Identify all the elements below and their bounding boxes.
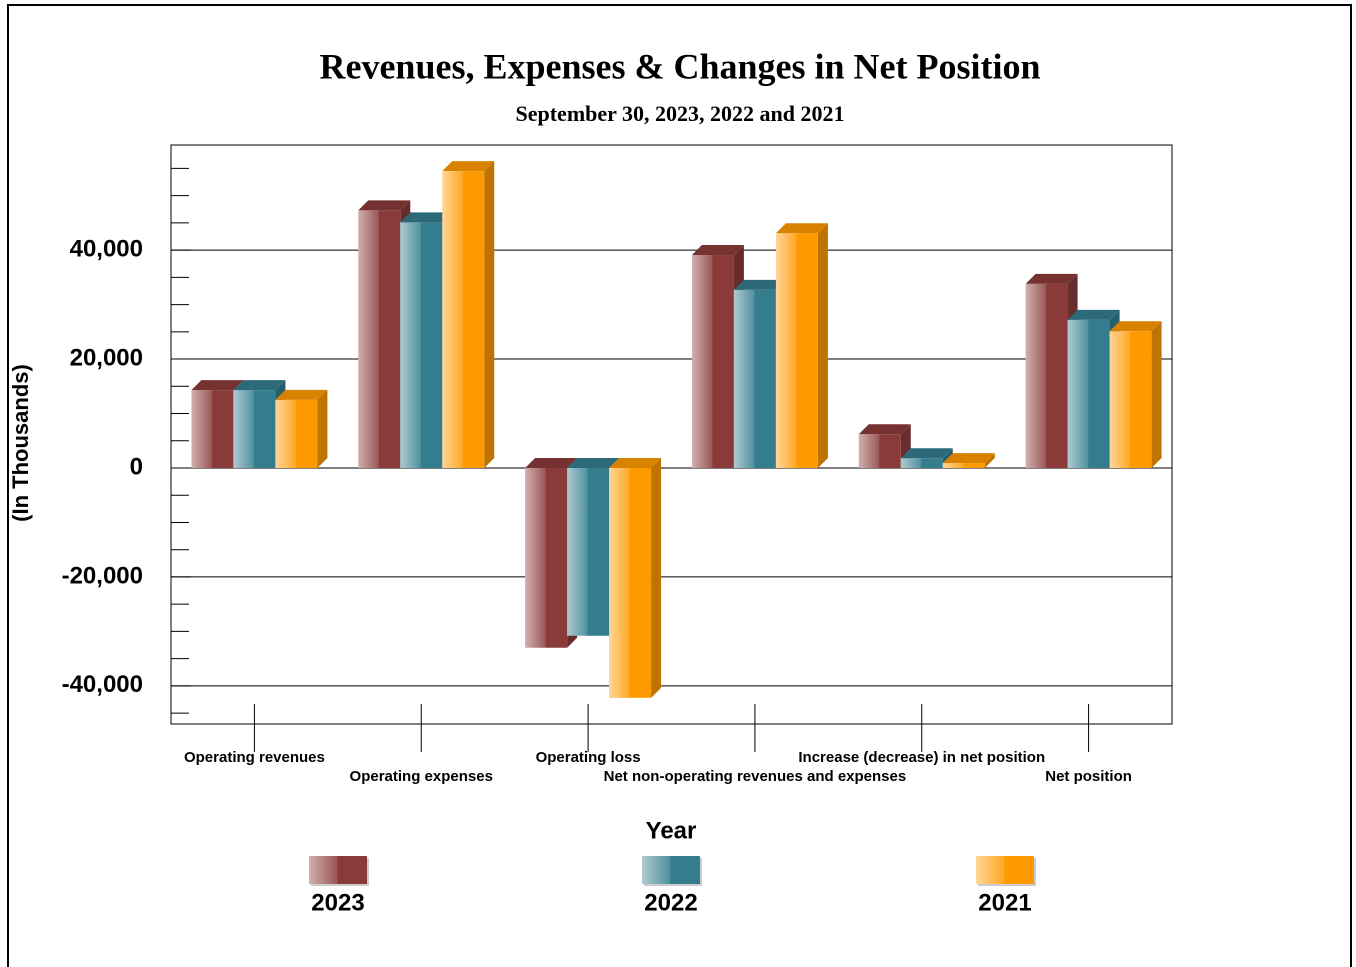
bar-front (358, 210, 401, 468)
bar-top (567, 457, 620, 468)
y-tick-label: 40,000 (70, 235, 143, 262)
bar-top (233, 380, 286, 391)
bar-top (442, 161, 495, 172)
legend-swatch (309, 856, 367, 884)
bar-side (984, 453, 995, 468)
bar-front (525, 467, 568, 648)
bar-front (567, 467, 610, 636)
x-tick-label: Operating expenses (350, 768, 493, 785)
bar-side (484, 161, 495, 468)
bar-top (900, 448, 953, 459)
bar-top (733, 279, 786, 290)
bar-front (191, 390, 234, 468)
y-tick-label: -20,000 (62, 562, 143, 589)
legend-label: 2022 (644, 889, 697, 916)
bar-front (400, 222, 443, 468)
x-tick-label: Operating loss (536, 749, 641, 766)
bar-front (1109, 331, 1152, 468)
y-tick-label: 0 (130, 453, 143, 480)
bar-front (1067, 319, 1110, 468)
y-tick-label: -40,000 (62, 671, 143, 698)
x-tick-label: Net position (1045, 768, 1132, 785)
plot-border (170, 144, 1173, 725)
x-tick-label: Increase (decrease) in net position (798, 749, 1045, 766)
bar-front (942, 463, 985, 468)
bar-top (191, 380, 244, 391)
bar (275, 389, 328, 468)
bar-side (1151, 321, 1162, 468)
bar-top (775, 223, 828, 234)
bar-top (609, 457, 662, 468)
bar-front (858, 434, 901, 468)
bar-top (358, 200, 411, 211)
chart-title: Revenues, Expenses & Changes in Net Posi… (319, 46, 1040, 86)
bar-side (817, 223, 828, 468)
bar-front (275, 399, 318, 468)
bar-top (1109, 321, 1162, 332)
bar-front (775, 233, 818, 468)
bar-top (1025, 273, 1078, 284)
bar-side (317, 389, 328, 468)
x-tick-label: Net non-operating revenues and expenses (604, 768, 907, 785)
bar-front (733, 289, 776, 468)
bar-top (691, 245, 744, 256)
legend-title: Year (646, 817, 697, 844)
bar-top (525, 457, 578, 468)
bar-front (691, 255, 734, 468)
bar (442, 161, 495, 468)
x-tick-label: Operating revenues (184, 749, 325, 766)
bar-front (900, 458, 943, 468)
legend-label: 2021 (978, 889, 1031, 916)
bar (1109, 321, 1162, 468)
bar-front (442, 171, 485, 468)
legend-label: 2023 (311, 889, 364, 916)
bar (609, 457, 662, 698)
bar-top (275, 389, 328, 400)
legend-swatch (642, 856, 700, 884)
bar-front (1025, 283, 1068, 468)
y-tick-label: 20,000 (70, 344, 143, 371)
bar-side (651, 457, 662, 698)
bar (775, 223, 828, 468)
bar (942, 453, 995, 468)
bar-top (942, 453, 995, 464)
y-axis-label: (In Thousands) (8, 364, 33, 522)
chart-subtitle: September 30, 2023, 2022 and 2021 (516, 101, 845, 126)
bar-front (233, 390, 276, 468)
bar-top (400, 212, 453, 223)
bar-top (858, 424, 911, 435)
legend-swatch (976, 856, 1034, 884)
frame (7, 4, 1352, 967)
bar-top (1067, 309, 1120, 320)
bar-front (609, 467, 652, 698)
